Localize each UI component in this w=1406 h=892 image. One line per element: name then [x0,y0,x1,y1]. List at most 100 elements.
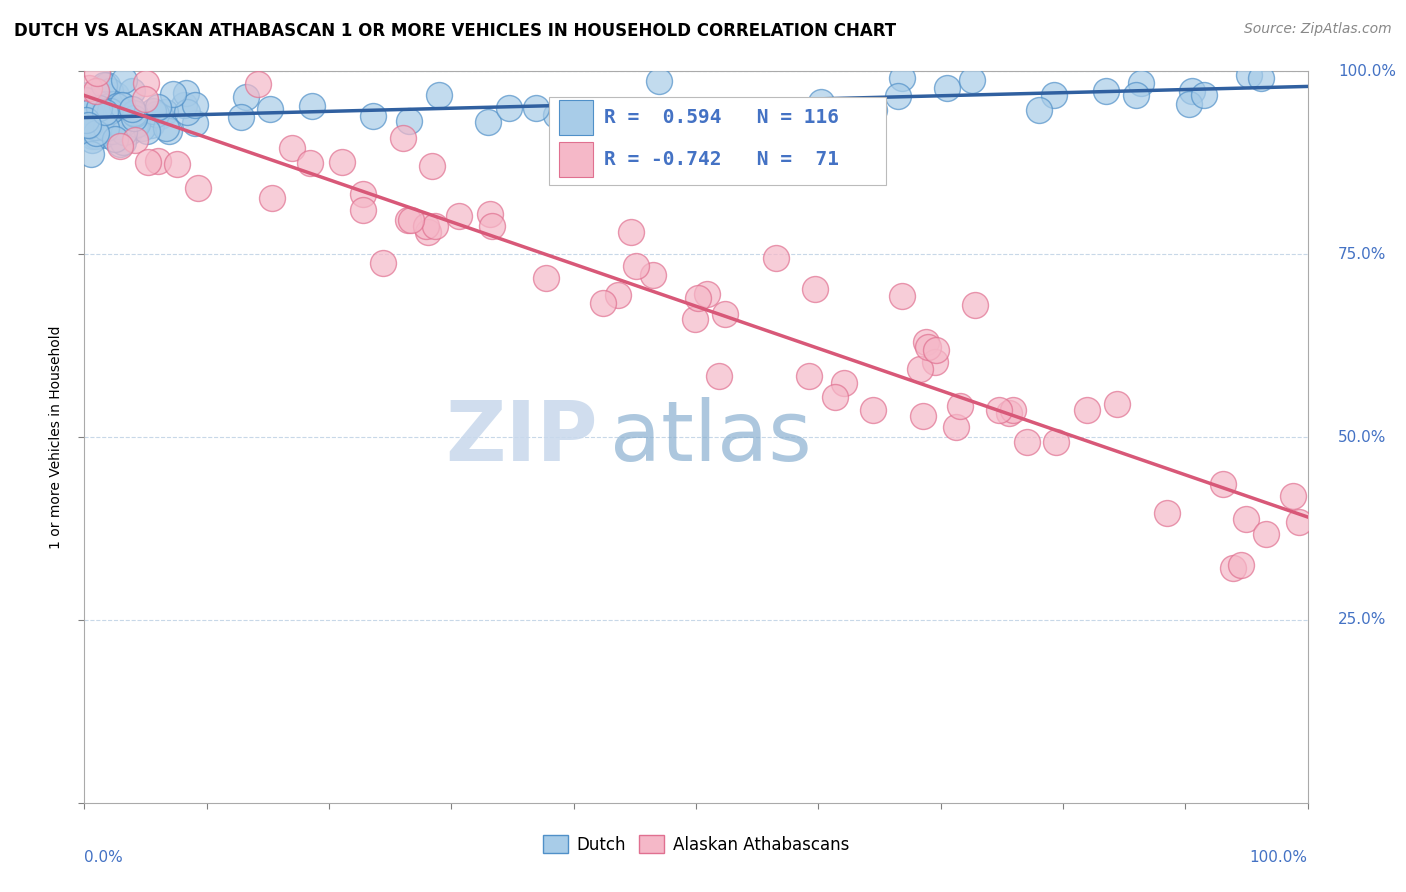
Point [534,271,557,285]
Point [401,213,423,227]
Point [524,101,547,115]
Point [260,191,283,205]
Point [686,291,709,305]
Point [917,340,939,354]
Point [1234,512,1257,526]
Point [93,78,115,92]
Point [112,116,135,130]
Point [111,121,134,136]
Point [145,107,167,121]
Point [98,103,121,118]
Point [108,136,131,151]
Point [415,219,437,233]
Point [86,106,108,120]
Point [824,390,846,404]
Point [696,286,718,301]
Point [155,121,177,136]
Point [1125,87,1147,102]
Point [111,98,134,112]
Point [121,102,143,116]
Point [84,120,107,134]
Point [94,96,117,111]
Bar [560,100,593,135]
Point [141,118,163,132]
Point [94,117,117,131]
Point [330,154,353,169]
Point [91,128,114,142]
Point [75,113,97,128]
Point [911,409,934,423]
Point [1095,84,1118,98]
Point [392,130,415,145]
Point [418,225,440,239]
Point [148,153,170,168]
Text: 50.0%: 50.0% [1339,430,1386,444]
Point [352,202,374,217]
Point [810,95,832,109]
Point [714,113,737,128]
Point [863,103,886,117]
Point [115,107,138,121]
Point [136,155,159,169]
Point [281,141,304,155]
Legend: Dutch, Alaskan Athabascans: Dutch, Alaskan Athabascans [536,829,856,860]
Point [122,105,145,120]
Point [104,88,127,103]
Point [112,103,135,117]
Point [101,124,124,138]
Point [832,376,855,391]
Point [398,113,420,128]
Point [82,110,104,124]
Point [118,125,141,139]
Point [1192,88,1215,103]
Point [1017,434,1039,449]
Point [142,104,165,119]
Point [714,307,737,321]
Text: R =  0.594   N = 116: R = 0.594 N = 116 [605,108,839,127]
Point [949,399,972,413]
Point [607,287,630,301]
Point [75,96,97,111]
Text: DUTCH VS ALASKAN ATHABASCAN 1 OR MORE VEHICLES IN HOUSEHOLD CORRELATION CHART: DUTCH VS ALASKAN ATHABASCAN 1 OR MORE VE… [14,22,896,40]
Point [1105,396,1128,410]
Point [449,210,471,224]
Point [734,107,756,121]
Point [887,88,910,103]
Point [1156,506,1178,520]
Point [592,296,614,310]
Point [1178,96,1201,111]
Point [153,105,176,120]
Point [361,109,384,123]
Point [157,124,180,138]
Point [371,256,394,270]
Bar [560,142,593,177]
Point [96,103,118,117]
Point [94,99,117,113]
Text: 100.0%: 100.0% [1250,850,1308,865]
Point [149,109,172,123]
Point [93,103,115,118]
Point [479,207,502,221]
Point [235,90,257,104]
Point [641,268,664,282]
Point [427,87,450,102]
Point [124,107,146,121]
Point [84,84,107,98]
Point [83,117,105,131]
Text: 25.0%: 25.0% [1339,613,1386,627]
Text: 75.0%: 75.0% [1339,247,1386,261]
Point [105,105,128,120]
Point [862,403,884,417]
Text: ZIP: ZIP [446,397,598,477]
Point [75,104,97,119]
Text: 100.0%: 100.0% [1339,64,1396,78]
Point [105,98,128,112]
Point [301,99,323,113]
Point [498,101,520,115]
Point [87,97,110,112]
Point [683,312,706,326]
Point [112,72,135,87]
Point [420,159,443,173]
Point [134,92,156,106]
Point [908,362,931,376]
